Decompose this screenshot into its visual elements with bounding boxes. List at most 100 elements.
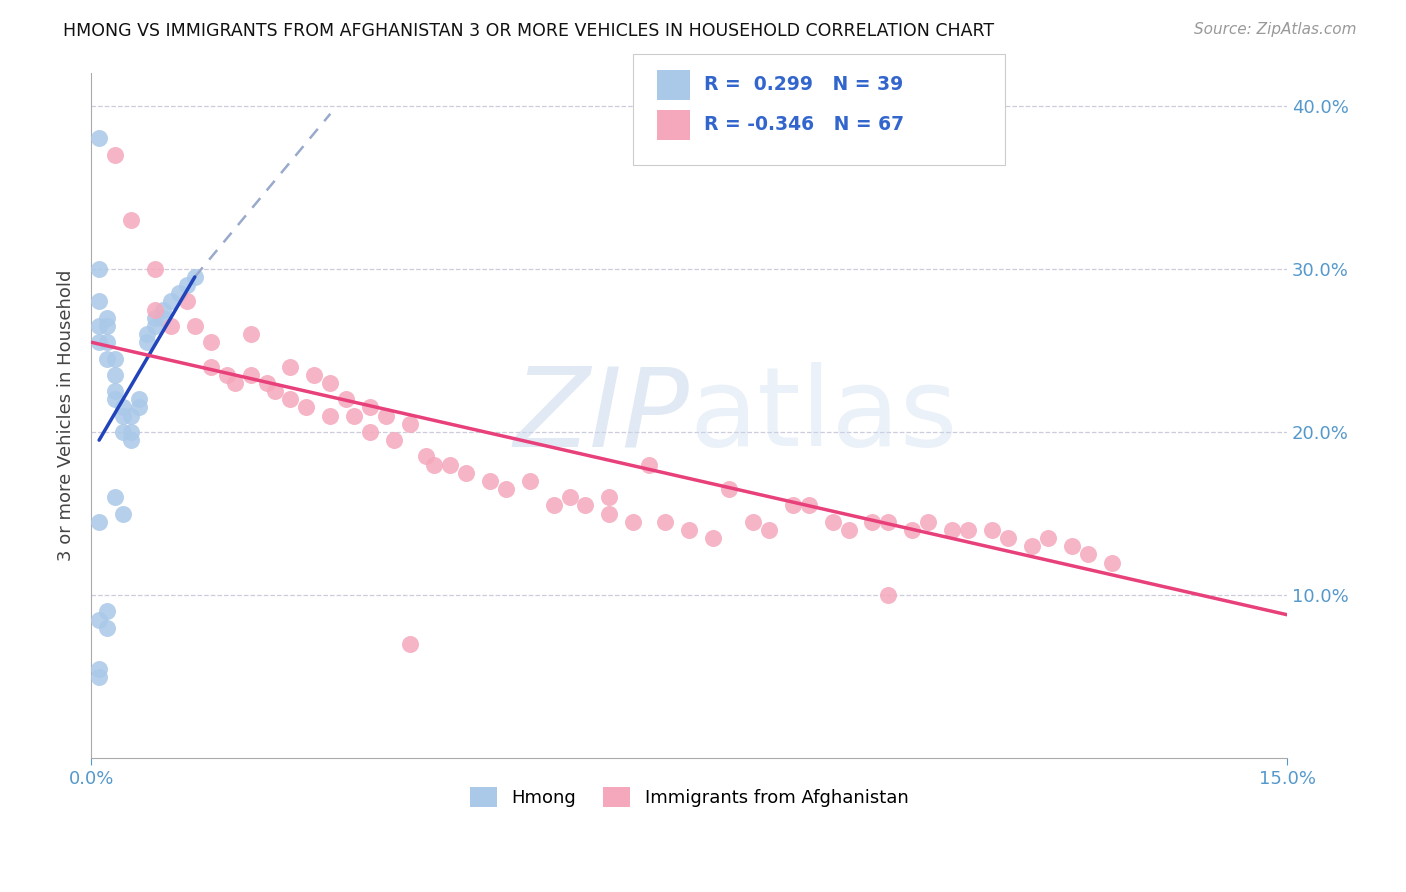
Point	[89, 670, 111, 684]
Text: R = -0.346   N = 67: R = -0.346 N = 67	[704, 115, 904, 135]
Text: HMONG VS IMMIGRANTS FROM AFGHANISTAN 3 OR MORE VEHICLES IN HOUSEHOLD CORRELATION: HMONG VS IMMIGRANTS FROM AFGHANISTAN 3 O…	[63, 22, 994, 40]
Point	[89, 662, 111, 676]
Point	[574, 499, 596, 513]
Text: R =  0.299   N = 39: R = 0.299 N = 39	[704, 75, 904, 95]
Point	[741, 515, 763, 529]
Point	[638, 458, 661, 472]
Point	[439, 458, 461, 472]
Point	[1077, 547, 1099, 561]
Point	[280, 392, 302, 407]
Point	[152, 310, 174, 325]
Point	[598, 490, 620, 504]
Point	[128, 392, 150, 407]
Point	[957, 523, 980, 537]
Point	[184, 318, 207, 333]
Point	[89, 294, 111, 309]
Point	[941, 523, 963, 537]
Point	[96, 605, 118, 619]
Point	[89, 515, 111, 529]
Point	[104, 368, 127, 382]
Point	[160, 318, 183, 333]
Point	[104, 384, 127, 399]
Point	[1036, 531, 1059, 545]
Point	[89, 131, 111, 145]
Point	[128, 401, 150, 415]
Point	[304, 368, 326, 382]
Point	[89, 261, 111, 276]
Point	[519, 474, 541, 488]
Point	[838, 523, 860, 537]
Point	[997, 531, 1019, 545]
Point	[263, 384, 285, 399]
Point	[120, 212, 142, 227]
Point	[454, 466, 477, 480]
Point	[280, 359, 302, 374]
Point	[375, 409, 398, 423]
Point	[200, 359, 222, 374]
Point	[120, 425, 142, 439]
Point	[415, 450, 437, 464]
Point	[200, 335, 222, 350]
Point	[184, 269, 207, 284]
Point	[1060, 539, 1083, 553]
Point	[343, 409, 366, 423]
Point	[901, 523, 924, 537]
Point	[917, 515, 939, 529]
Point	[495, 482, 517, 496]
Point	[359, 401, 381, 415]
Point	[702, 531, 724, 545]
Point	[96, 318, 118, 333]
Point	[239, 368, 262, 382]
Point	[256, 376, 278, 390]
Point	[782, 499, 804, 513]
Point	[112, 507, 135, 521]
Point	[1101, 556, 1123, 570]
Point	[382, 433, 405, 447]
Point	[558, 490, 581, 504]
Point	[981, 523, 1004, 537]
Point	[104, 490, 127, 504]
Point	[319, 376, 342, 390]
Point	[120, 409, 142, 423]
Text: Source: ZipAtlas.com: Source: ZipAtlas.com	[1194, 22, 1357, 37]
Point	[89, 318, 111, 333]
Point	[399, 637, 422, 651]
Point	[120, 433, 142, 447]
Point	[96, 351, 118, 366]
Point	[89, 335, 111, 350]
Point	[621, 515, 644, 529]
Point	[797, 499, 820, 513]
Point	[239, 327, 262, 342]
Point	[143, 318, 166, 333]
Point	[478, 474, 501, 488]
Point	[96, 335, 118, 350]
Point	[104, 392, 127, 407]
Point	[717, 482, 740, 496]
Point	[224, 376, 246, 390]
Point	[543, 499, 565, 513]
Point	[112, 409, 135, 423]
Point	[758, 523, 780, 537]
Point	[877, 515, 900, 529]
Point	[654, 515, 676, 529]
Point	[143, 261, 166, 276]
Point	[399, 417, 422, 431]
Text: atlas: atlas	[689, 362, 957, 469]
Point	[112, 401, 135, 415]
Point	[112, 425, 135, 439]
Point	[89, 613, 111, 627]
Point	[215, 368, 238, 382]
Point	[678, 523, 700, 537]
Point	[143, 302, 166, 317]
Point	[96, 310, 118, 325]
Point	[176, 294, 198, 309]
Point	[136, 335, 159, 350]
Legend: Hmong, Immigrants from Afghanistan: Hmong, Immigrants from Afghanistan	[463, 780, 915, 814]
Point	[877, 588, 900, 602]
Point	[143, 310, 166, 325]
Point	[1021, 539, 1043, 553]
Point	[821, 515, 844, 529]
Point	[598, 507, 620, 521]
Point	[335, 392, 357, 407]
Point	[359, 425, 381, 439]
